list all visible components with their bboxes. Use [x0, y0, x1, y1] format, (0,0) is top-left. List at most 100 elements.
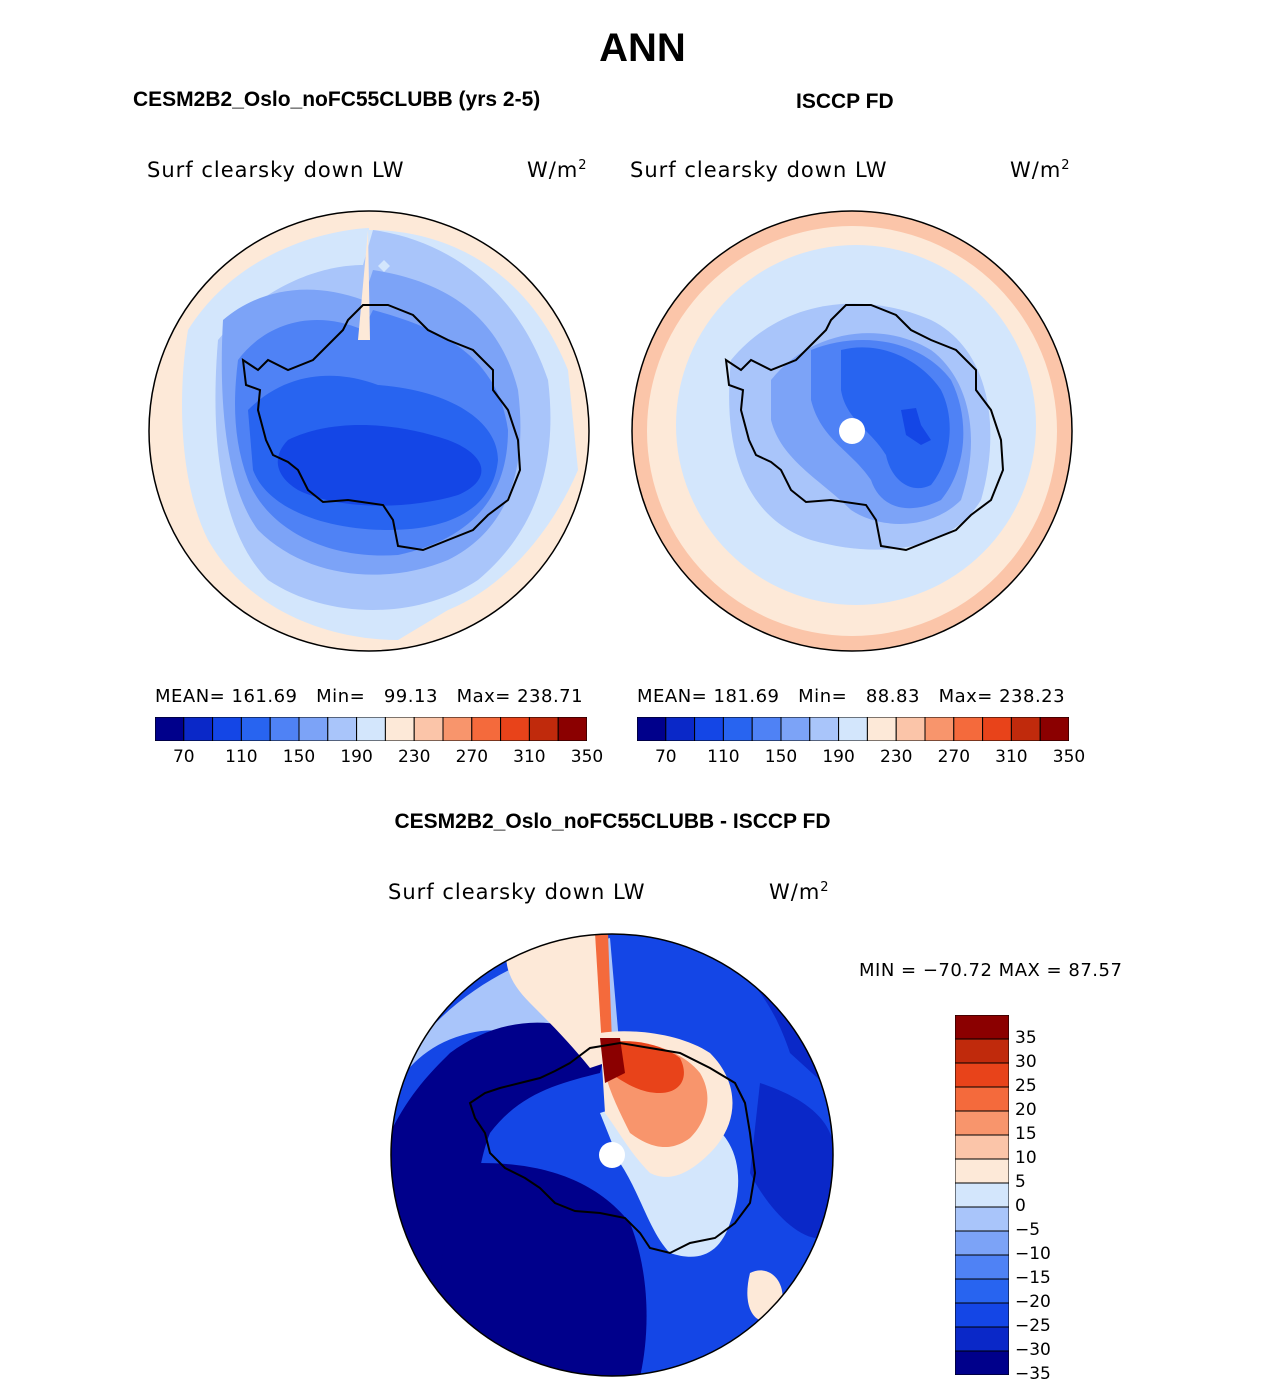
- right-units-label: W/m2: [1010, 158, 1071, 182]
- right-colorbar-box: [665, 717, 696, 741]
- diff-colorbar-box: [955, 1254, 1009, 1280]
- diff-colorbar-tick-label: 15: [1015, 1124, 1037, 1144]
- left-colorbar-box: [557, 717, 587, 741]
- left-colorbar-box: [183, 717, 214, 741]
- right-map: [631, 210, 1073, 652]
- left-colorbar-tick-label: 350: [570, 747, 604, 767]
- diff-colorbar-tick-label: −10: [1015, 1244, 1051, 1264]
- right-colorbar-ticks: 70 110 150 190 230 270 310 350: [637, 747, 1085, 769]
- left-map: [148, 210, 590, 652]
- diff-map: [390, 933, 834, 1377]
- right-map-band-90: [901, 408, 931, 445]
- right-colorbar-box: [694, 717, 724, 741]
- diff-colorbar-box: [955, 1110, 1009, 1136]
- diff-colorbar: [955, 1015, 1009, 1375]
- diff-colorbar-box: [955, 1086, 1009, 1112]
- right-colorbar-tick-label: 70: [654, 747, 677, 767]
- left-colorbar-box: [298, 717, 329, 741]
- left-colorbar-box: [384, 717, 415, 741]
- right-colorbar-box: [895, 717, 926, 741]
- left-colorbar-box: [500, 717, 530, 741]
- right-variable-label: Surf clearsky down LW: [630, 158, 888, 182]
- diff-map-pos-35: [600, 1038, 625, 1083]
- left-colorbar-tick-label: 70: [172, 747, 195, 767]
- left-colorbar-box: [240, 717, 271, 741]
- diff-map-east-dark: [750, 1083, 833, 1239]
- figure-title: ANN: [599, 26, 686, 70]
- right-colorbar-tick-label: 350: [1052, 747, 1086, 767]
- right-map-coastline: [724, 304, 1005, 552]
- diff-colorbar-box: [955, 1134, 1009, 1160]
- diff-colorbar-box: [955, 1230, 1009, 1256]
- left-variable-label: Surf clearsky down LW: [147, 158, 405, 182]
- right-colorbar-box: [1010, 717, 1041, 741]
- right-colorbar-box: [924, 717, 955, 741]
- right-map-pole-hole: [839, 418, 865, 444]
- right-colorbar-tick-label: 110: [707, 747, 740, 767]
- right-colorbar-tick-label: 150: [764, 747, 798, 767]
- left-colorbar-tick-label: 310: [513, 747, 546, 767]
- diff-map-border: [390, 933, 834, 1377]
- diff-colorbar-tick-label: 30: [1015, 1052, 1037, 1072]
- left-colorbar: [155, 717, 587, 741]
- diff-case-title: CESM2B2_Oslo_noFC55CLUBB - ISCCP FD: [394, 810, 831, 833]
- diff-colorbar-tick-label: −30: [1015, 1340, 1051, 1360]
- diff-colorbar-box: [955, 1302, 1009, 1328]
- diff-colorbar-box: [955, 1015, 1009, 1040]
- diff-colorbar-ticks: 35 30 25 20 15 10 5 0 −5 −10 −15 −20 −25 −30 −35: [1015, 1015, 1095, 1384]
- left-map-seam: [358, 230, 370, 340]
- diff-map-north-pink: [506, 934, 605, 1068]
- right-colorbar: [637, 717, 1069, 741]
- right-colorbar-box: [1039, 717, 1069, 741]
- diff-colorbar-tick-label: 10: [1015, 1148, 1037, 1168]
- right-colorbar-box: [780, 717, 811, 741]
- diff-colorbar-tick-label: 0: [1015, 1196, 1026, 1216]
- left-stats: MEAN= 161.69 Min= 99.13 Max= 238.71: [155, 686, 584, 707]
- left-colorbar-box: [442, 717, 473, 741]
- diff-colorbar-tick-label: 20: [1015, 1100, 1037, 1120]
- diff-colorbar-box: [955, 1182, 1009, 1208]
- left-colorbar-box: [413, 717, 444, 741]
- diff-colorbar-tick-label: 5: [1015, 1172, 1026, 1192]
- diff-colorbar-tick-label: −25: [1015, 1316, 1051, 1336]
- left-map-border: [148, 210, 590, 652]
- diff-map-pole-hole: [599, 1142, 625, 1168]
- right-colorbar-tick-label: 310: [995, 747, 1028, 767]
- left-map-diamond: [378, 260, 390, 272]
- right-colorbar-box: [809, 717, 840, 741]
- diff-map-coastline: [468, 1041, 757, 1255]
- diff-units-label: W/m2: [769, 880, 830, 904]
- left-colorbar-box: [528, 717, 559, 741]
- right-map-band-110: [841, 347, 950, 489]
- diff-colorbar-box: [955, 1038, 1009, 1064]
- diff-colorbar-box: [955, 1062, 1009, 1088]
- right-colorbar-tick-label: 270: [937, 747, 971, 767]
- left-colorbar-box: [155, 717, 185, 741]
- right-colorbar-box: [838, 717, 868, 741]
- right-colorbar-tick-label: 230: [879, 747, 913, 767]
- left-colorbar-tick-label: 270: [455, 747, 489, 767]
- right-colorbar-box: [866, 717, 897, 741]
- diff-colorbar-tick-label: 25: [1015, 1076, 1037, 1096]
- diff-colorbar-box: [955, 1158, 1009, 1184]
- right-colorbar-tick-label: 190: [822, 747, 855, 767]
- diff-colorbar-tick-label: 35: [1015, 1028, 1037, 1048]
- left-case-title: CESM2B2_Oslo_noFC55CLUBB (yrs 2-5): [133, 88, 541, 111]
- left-colorbar-box: [327, 717, 358, 741]
- diff-minmax: MIN = −70.72 MAX = 87.57: [859, 960, 1123, 981]
- diff-colorbar-box: [955, 1206, 1009, 1232]
- left-colorbar-box: [212, 717, 242, 741]
- diff-variable-label: Surf clearsky down LW: [388, 880, 646, 904]
- right-colorbar-box: [751, 717, 782, 741]
- left-colorbar-tick-label: 150: [282, 747, 316, 767]
- right-colorbar-box: [722, 717, 753, 741]
- right-colorbar-box: [637, 717, 667, 741]
- left-map-band-90: [277, 425, 482, 506]
- right-colorbar-box: [982, 717, 1012, 741]
- left-units-label: W/m2: [527, 158, 588, 182]
- left-colorbar-box: [269, 717, 300, 741]
- left-colorbar-tick-label: 190: [340, 747, 373, 767]
- right-case-title: ISCCP FD: [796, 90, 894, 113]
- diff-colorbar-tick-label: −35: [1015, 1364, 1051, 1384]
- diff-colorbar-tick-label: −15: [1015, 1268, 1051, 1288]
